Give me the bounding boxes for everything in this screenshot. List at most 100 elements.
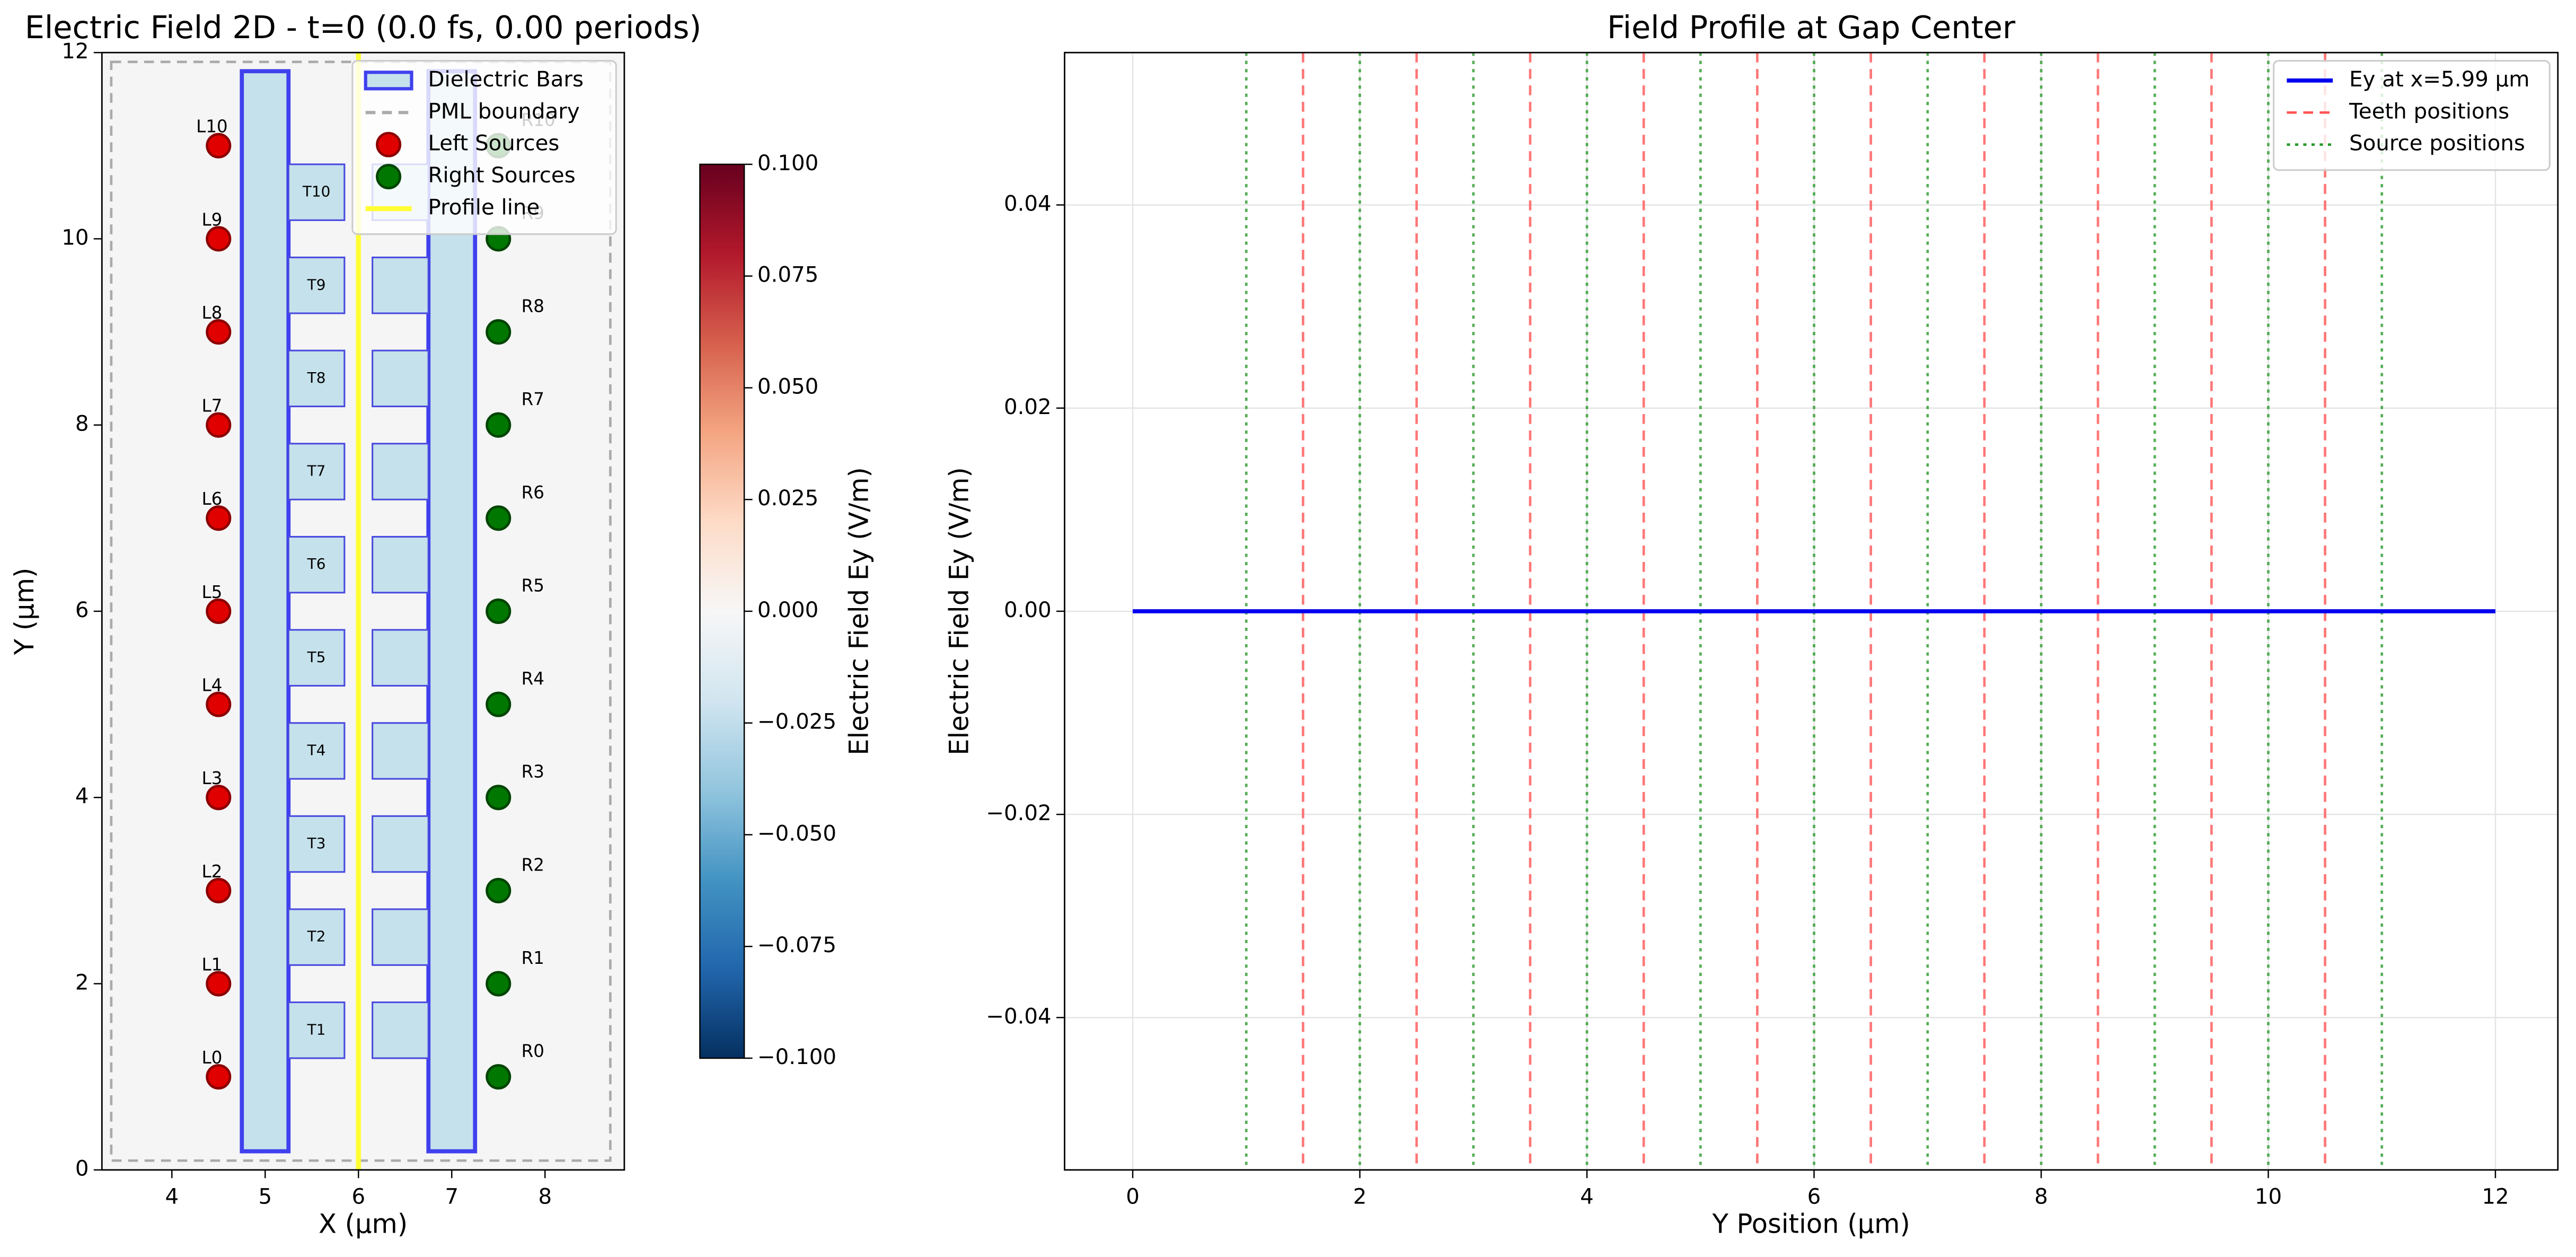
tooth [287, 908, 346, 966]
source-marker [206, 971, 232, 997]
colorbar-tick-label: −0.025 [757, 709, 836, 734]
source-label: L7 [201, 396, 222, 416]
source-marker [486, 412, 511, 438]
tooth [372, 1001, 429, 1059]
tooth [287, 722, 346, 780]
tooth [287, 443, 346, 500]
y-tick-label: 2 [75, 970, 89, 995]
x-tick-label: 6 [351, 1184, 365, 1209]
source-label: L4 [201, 675, 222, 695]
source-label: R8 [522, 296, 544, 317]
y-tick-label: 0.04 [1004, 191, 1052, 216]
tooth [287, 1001, 346, 1059]
tooth-label: T6 [307, 555, 326, 573]
source-marker [206, 691, 232, 717]
source-marker [486, 785, 511, 811]
line-chart: Field Profile at Gap Center Y Position (µ… [944, 9, 2559, 1240]
source-label: L0 [201, 1048, 222, 1068]
tooth-label: T9 [307, 276, 326, 293]
legend: Dielectric Bars PML boundary Left Sources R… [351, 60, 617, 235]
tooth-label: T10 [302, 183, 331, 200]
colorbar-tick-label: 0.000 [757, 597, 818, 622]
y-tick-label: 4 [75, 784, 89, 808]
dielectric-bar [240, 69, 291, 1154]
tooth-label: T4 [307, 741, 326, 759]
dielectric-bar [426, 69, 478, 1154]
colorbar-label: Electric Field Ey (V/m) [844, 467, 875, 755]
x-tick-label: 7 [445, 1184, 458, 1209]
legend-label: Source positions [2349, 131, 2525, 156]
tooth [287, 163, 346, 221]
tooth-label: T3 [307, 834, 326, 852]
tooth [372, 349, 429, 408]
source-label: L10 [196, 117, 228, 137]
colorbar-tick-label: 0.075 [757, 262, 818, 287]
legend-label: Ey at x=5.99 µm [2349, 67, 2529, 92]
tooth [287, 815, 346, 873]
tooth [287, 629, 346, 687]
tooth [372, 535, 429, 594]
y-axis-label: Y (µm) [9, 568, 40, 656]
legend-box [351, 60, 617, 235]
field-map-chart: T1 T2 T3 T4 T5 T6 T7 T8 T9 T10 L0 L1 L2 L3 L4 L5 L6 L7 L8 L… [9, 9, 874, 1240]
tooth-label: T1 [307, 1021, 326, 1038]
source-label: R0 [522, 1041, 544, 1061]
source-marker [206, 412, 232, 438]
axes-frame [1064, 51, 2559, 1171]
source-marker [206, 598, 232, 624]
legend-box [2273, 60, 2551, 171]
tooth-label: T8 [307, 369, 326, 386]
legend-label: Right Sources [428, 163, 575, 188]
tooth [372, 443, 429, 500]
legend-marker [376, 164, 402, 190]
source-marker [486, 319, 511, 345]
source-label: R4 [522, 669, 544, 689]
colorbar-tick-label: −0.050 [757, 821, 836, 846]
colorbar-tick-label: 0.100 [757, 151, 818, 175]
tooth [372, 815, 429, 873]
source-marker [486, 971, 511, 997]
x-axis-label: Y Position (µm) [1712, 1209, 1910, 1240]
legend-swatch [364, 71, 413, 91]
source-label: R5 [522, 575, 544, 595]
source-marker [206, 226, 232, 252]
y-tick-label: 0.02 [1004, 394, 1052, 419]
tooth-label: T7 [307, 462, 326, 480]
y-tick-label: 12 [61, 39, 89, 64]
tooth [372, 908, 429, 966]
x-tick-label: 5 [258, 1184, 272, 1209]
source-label: R2 [522, 855, 544, 875]
tooth [372, 722, 429, 780]
y-tick-label: 0 [75, 1156, 89, 1181]
x-tick-label: 8 [538, 1184, 552, 1209]
plot-background [102, 52, 624, 1170]
x-tick-label: 0 [1126, 1184, 1140, 1209]
y-tick-label: 6 [75, 597, 89, 622]
legend-label: Teeth positions [2349, 99, 2509, 124]
y-tick-label: 0.00 [1004, 597, 1052, 622]
colorbar-tick-label: 0.050 [757, 374, 818, 399]
y-axis-label: Electric Field Ey (V/m) [944, 467, 975, 755]
legend-label: Dielectric Bars [428, 67, 583, 92]
source-marker [206, 319, 232, 345]
tooth [287, 257, 346, 314]
source-marker [206, 505, 232, 531]
source-marker [206, 877, 232, 903]
tooth [372, 257, 429, 314]
source-marker [486, 1064, 511, 1090]
source-label: L6 [201, 489, 222, 509]
source-marker [206, 1064, 232, 1090]
source-label: L8 [201, 303, 222, 323]
x-tick-label: 4 [165, 1184, 179, 1209]
y-tick-label: 10 [61, 225, 89, 250]
source-marker [486, 691, 511, 717]
source-label: L1 [201, 954, 222, 974]
source-label: L2 [201, 862, 222, 882]
source-label: R3 [522, 762, 544, 782]
source-label: R7 [522, 389, 544, 409]
x-tick-label: 6 [1807, 1184, 1821, 1209]
x-tick-label: 8 [2034, 1184, 2048, 1209]
source-label: L9 [201, 209, 222, 230]
y-tick-label: −0.02 [986, 801, 1051, 825]
